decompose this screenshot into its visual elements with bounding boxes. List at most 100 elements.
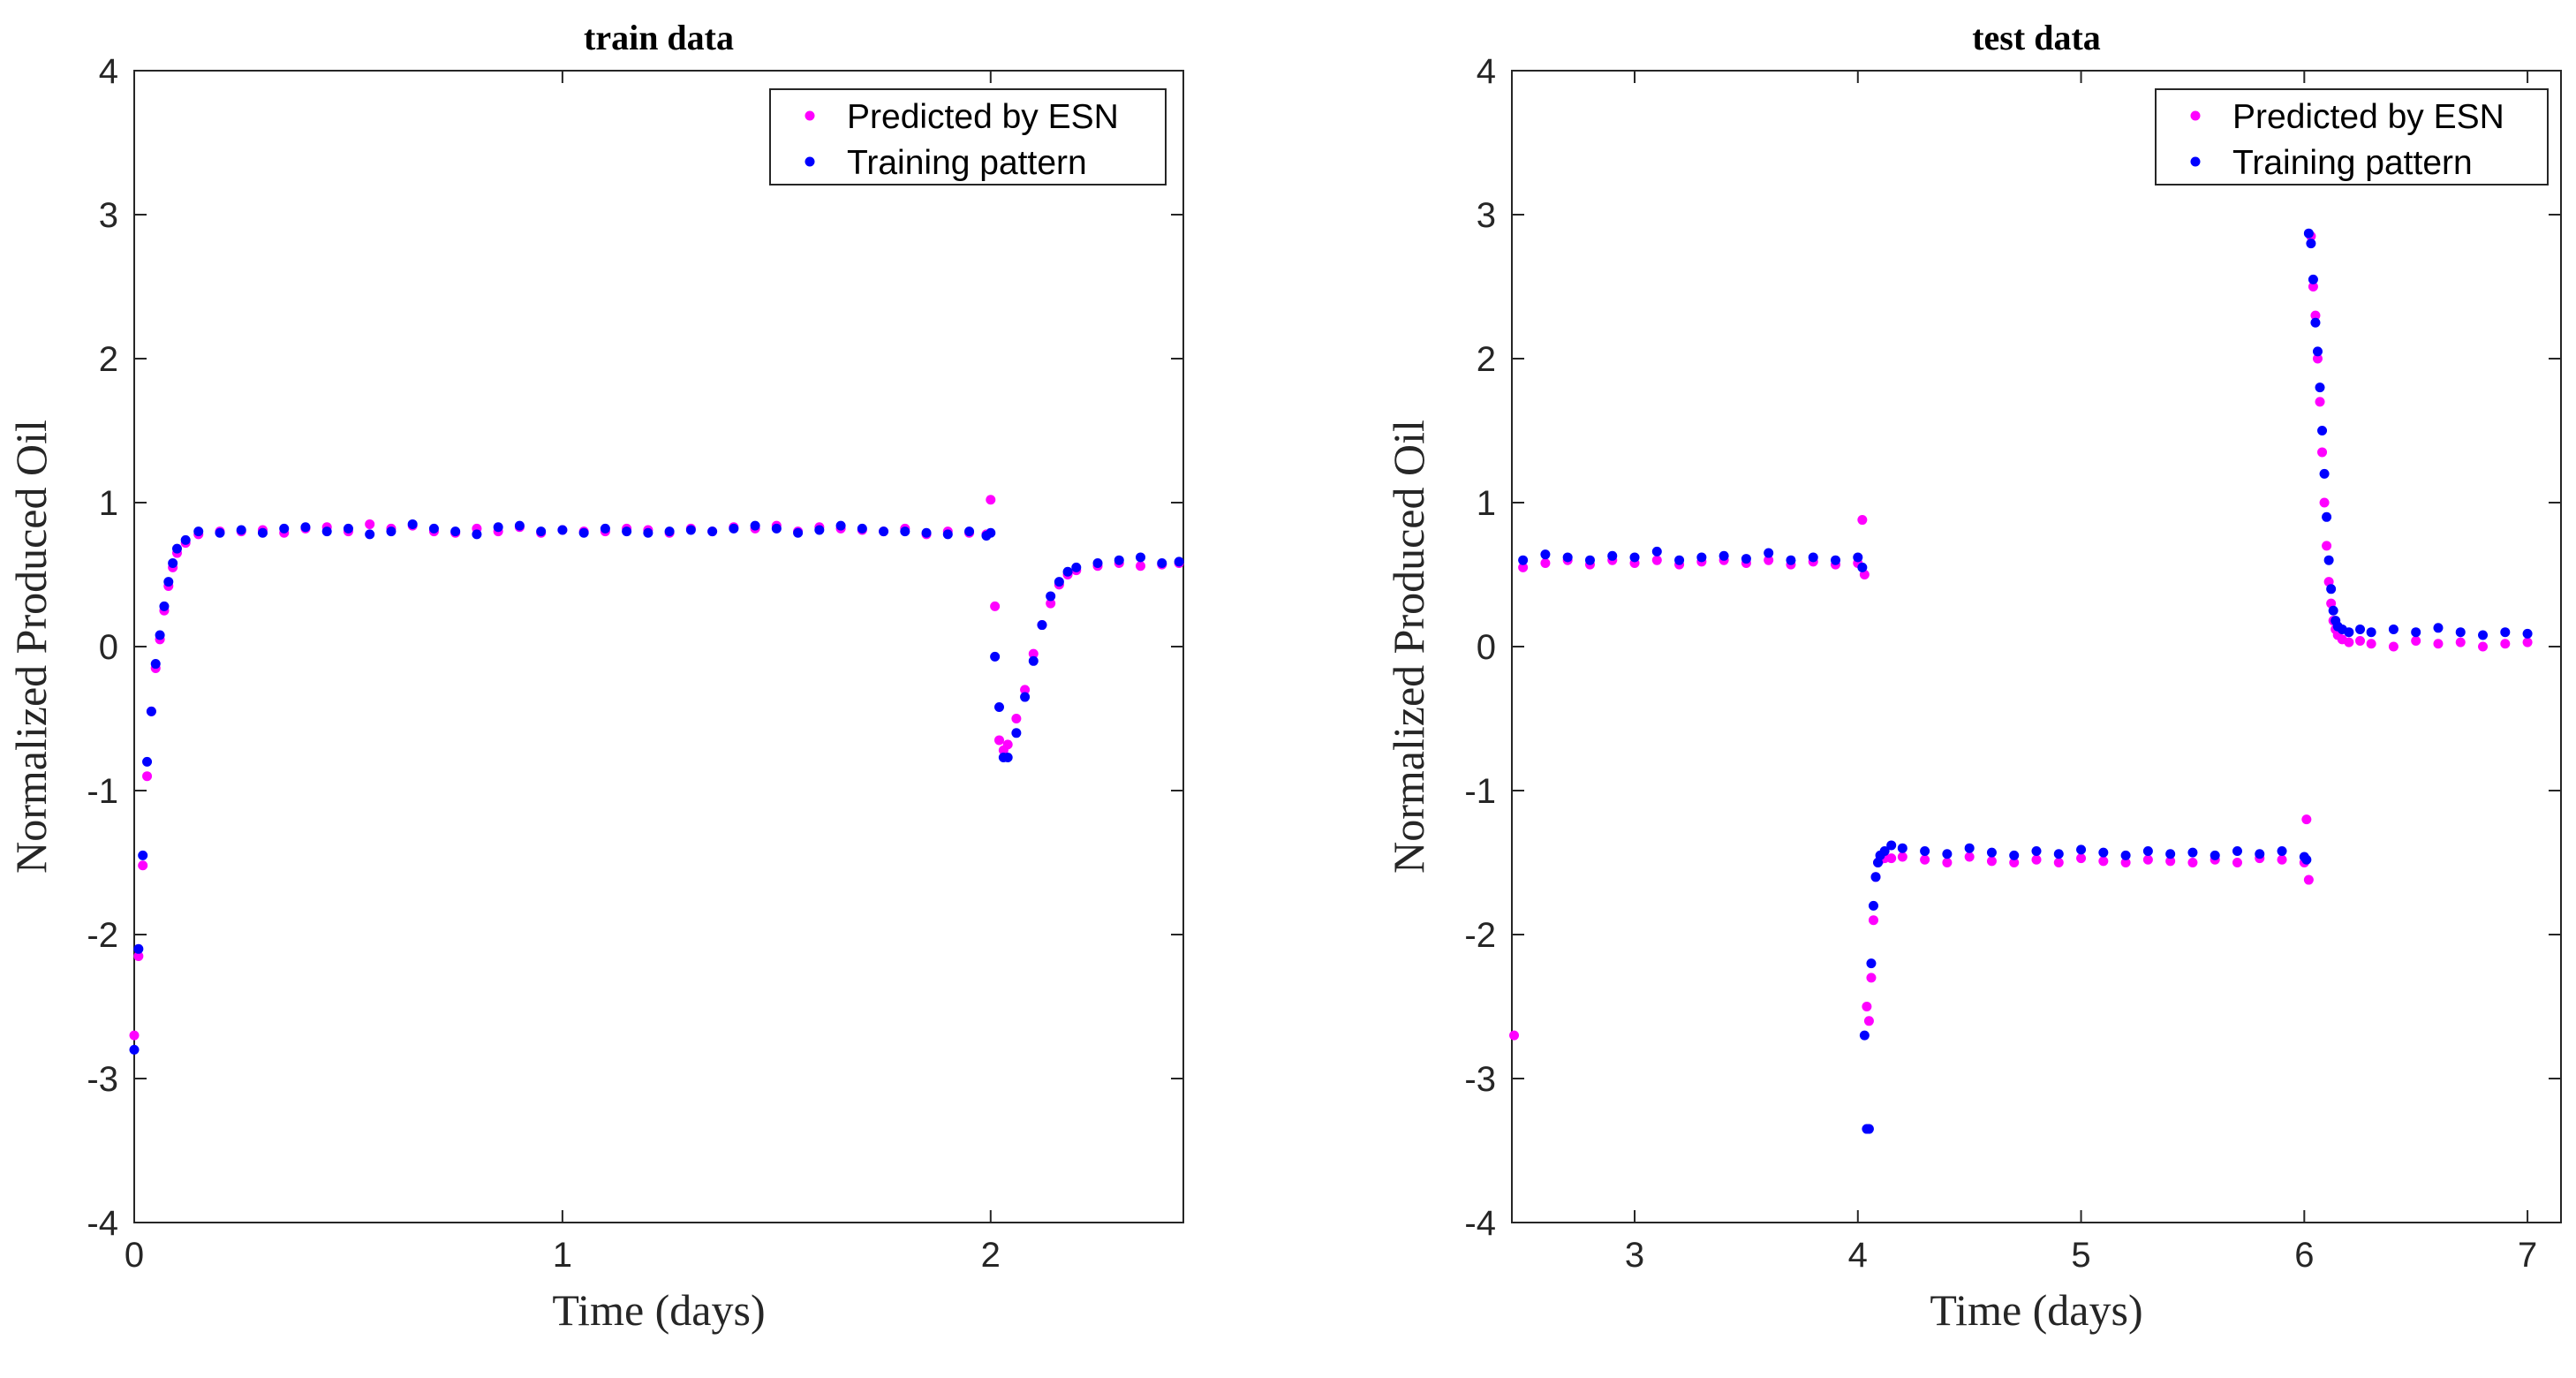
data-point <box>279 523 290 534</box>
data-point <box>900 526 910 537</box>
data-point <box>428 523 439 534</box>
legend-marker <box>2190 156 2201 167</box>
data-point <box>990 601 1001 611</box>
data-point <box>2165 849 2176 859</box>
y-tick-label: -4 <box>1464 1204 1496 1243</box>
data-point <box>879 526 889 537</box>
data-point <box>942 529 953 540</box>
data-point <box>1028 648 1039 659</box>
data-point <box>215 527 225 538</box>
data-point <box>1509 1030 1520 1041</box>
x-tick-label: 5 <box>2071 1236 2090 1275</box>
data-point <box>1046 598 1056 609</box>
data-point <box>2053 858 2064 867</box>
data-point <box>2355 624 2366 634</box>
data-point <box>1857 562 1868 572</box>
data-point <box>2388 641 2398 652</box>
data-point <box>729 523 739 534</box>
data-point <box>138 860 148 871</box>
data-point <box>1696 552 1707 563</box>
data-point <box>142 756 153 767</box>
data-point <box>1786 555 1796 565</box>
data-point <box>1741 554 1751 564</box>
data-point <box>2303 874 2314 885</box>
data-point <box>1920 845 1930 856</box>
data-point <box>1920 854 1930 865</box>
y-tick-label: -2 <box>87 916 118 955</box>
data-point <box>993 701 1004 712</box>
data-point <box>133 950 144 961</box>
data-point <box>2455 627 2466 638</box>
data-point <box>2098 847 2109 858</box>
data-point <box>1866 958 1877 969</box>
data-point <box>2120 858 2131 867</box>
data-point <box>2411 635 2421 646</box>
data-point <box>2120 850 2131 860</box>
x-tick-label: 2 <box>981 1236 1001 1275</box>
data-point <box>1942 858 1953 867</box>
data-point <box>2328 605 2338 616</box>
data-point <box>2142 845 2153 856</box>
data-point <box>2277 845 2287 856</box>
train-data-chart: train data Time (days) Normalized Produc… <box>6 18 1184 1335</box>
legend-marker <box>2190 110 2201 121</box>
data-point <box>664 526 675 537</box>
data-point <box>2098 856 2109 867</box>
plot-area <box>133 70 1184 1223</box>
data-point <box>600 523 610 534</box>
plot-area <box>1511 70 2562 1223</box>
y-axis-title: Normalized Produced Oil <box>1384 420 1433 874</box>
data-point <box>159 601 170 611</box>
chart-title: test data <box>1972 18 2101 57</box>
data-point <box>793 527 804 538</box>
y-tick-label: -1 <box>87 772 118 811</box>
data-point <box>986 527 996 538</box>
data-point <box>2319 468 2330 479</box>
data-point <box>2433 623 2444 633</box>
data-point <box>2255 849 2265 859</box>
data-point <box>2165 856 2176 867</box>
data-point <box>236 525 246 535</box>
test-data-chart: test data Time (days) Normalized Produce… <box>1384 18 2562 1335</box>
data-point <box>990 651 1001 662</box>
data-point <box>2388 624 2398 634</box>
chart-title: train data <box>584 18 734 57</box>
y-tick-label: 4 <box>1477 52 1496 91</box>
data-point <box>1859 1030 1870 1041</box>
data-point <box>2322 511 2332 522</box>
y-tick-label: 1 <box>1477 484 1496 523</box>
data-point <box>1764 555 1774 565</box>
data-point <box>1054 577 1064 587</box>
data-point <box>1853 552 1863 563</box>
data-point <box>993 735 1004 746</box>
data-point <box>771 523 782 534</box>
data-point <box>2312 346 2323 357</box>
data-point <box>2522 628 2533 639</box>
data-point <box>365 529 375 540</box>
data-point <box>1540 557 1551 568</box>
data-point <box>146 706 156 716</box>
data-point <box>1986 847 1997 858</box>
series-predicted <box>1509 231 2533 1041</box>
data-point <box>2411 627 2421 638</box>
y-tick-label: -4 <box>87 1204 118 1243</box>
data-point <box>1674 555 1685 565</box>
data-point <box>2500 639 2511 649</box>
data-point <box>1897 852 1907 862</box>
data-point <box>622 526 632 537</box>
data-point <box>1870 872 1881 882</box>
y-tick-label: 2 <box>99 340 118 379</box>
y-tick-label: -3 <box>87 1060 118 1099</box>
data-point <box>1011 714 1022 723</box>
data-point <box>536 526 547 537</box>
data-point <box>1831 555 1841 565</box>
data-point <box>835 520 846 531</box>
data-point <box>1764 548 1774 558</box>
data-point <box>1002 753 1013 763</box>
data-point <box>2009 858 2020 867</box>
data-point <box>2322 541 2332 551</box>
data-point <box>1562 552 1573 563</box>
x-axis-title: Time (days) <box>1930 1285 2142 1335</box>
data-point <box>2478 641 2489 652</box>
